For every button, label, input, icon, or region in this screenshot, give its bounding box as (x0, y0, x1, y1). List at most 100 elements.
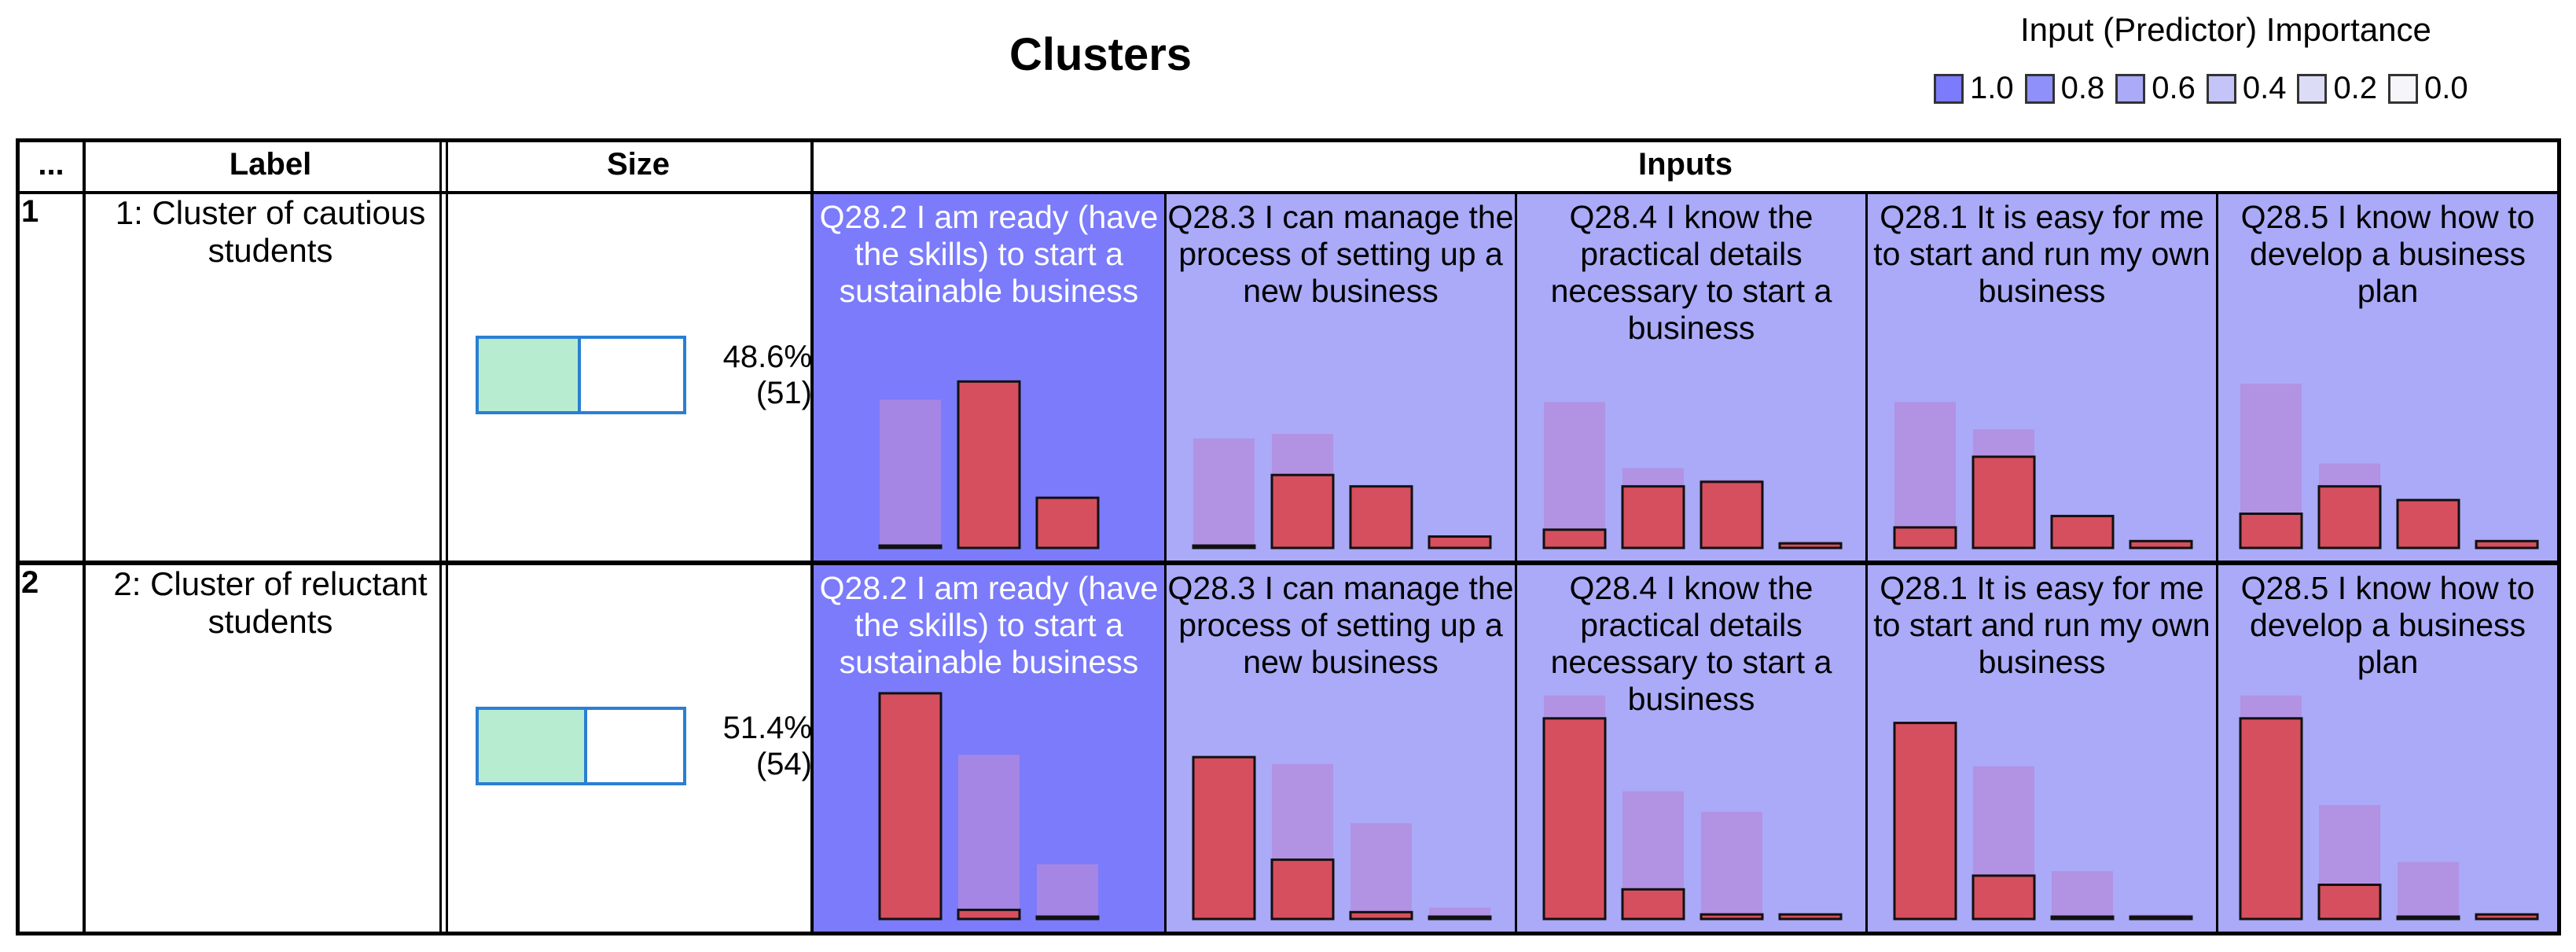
legend-item: 0.6 (2115, 71, 2196, 106)
header-label: Label (229, 147, 312, 182)
distribution-chart (2239, 695, 2539, 921)
grid-line (446, 142, 448, 932)
chart-title: Clusters (1009, 29, 1192, 80)
cluster-distribution-bar (1700, 913, 1764, 921)
overall-distribution-bar (958, 755, 1020, 919)
distribution-chart (1893, 722, 2193, 921)
cluster-distribution-bar (2475, 913, 2539, 921)
grid-line (439, 142, 442, 932)
cluster-id: 2 (21, 565, 39, 600)
input-label: Q28.4 I know the practical details neces… (1550, 570, 1832, 717)
distribution-chart (1192, 434, 1492, 550)
input-label: Q28.2 I am ready (have the skills) to st… (819, 570, 1159, 680)
size-bar (476, 336, 686, 414)
input-label: Q28.4 I know the practical details neces… (1550, 199, 1832, 346)
header-size: Size (606, 147, 671, 182)
input-distribution-cell: Q28.1 It is easy for me to start and run… (1865, 565, 2216, 932)
input-distribution-cell: Q28.1 It is easy for me to start and run… (1865, 194, 2216, 561)
distribution-chart (1542, 695, 1843, 921)
cluster-distribution-bar (1542, 528, 1607, 550)
overall-distribution-bar (1544, 402, 1605, 548)
overall-distribution-bar (1037, 864, 1098, 919)
cluster-distribution-bar (1972, 455, 2036, 550)
grid-line (20, 191, 2557, 194)
overall-distribution-bar (1350, 823, 1412, 919)
grid-line (810, 142, 814, 932)
cluster-id: 1 (21, 194, 39, 229)
overall-distribution-bar (1193, 438, 1255, 548)
size-label: 51.4% (54) (723, 710, 812, 782)
size-bar-fill (479, 339, 582, 411)
cluster-distribution-bar (1778, 542, 1843, 550)
input-distribution-cell: Q28.2 I am ready (have the skills) to st… (814, 565, 1164, 932)
input-distribution-cell: Q28.4 I know the practical details neces… (1515, 565, 1865, 932)
legend-swatch (1934, 73, 1964, 104)
cluster-distribution-bar (2396, 915, 2460, 921)
cluster-distribution-bar (1893, 526, 1957, 550)
header-id: ... (38, 147, 64, 182)
distribution-chart (1542, 402, 1843, 550)
distribution-chart (878, 380, 1100, 550)
overall-distribution-bar (2052, 871, 2113, 919)
grid-line (83, 142, 86, 932)
legend-items: 1.0 0.8 0.6 0.4 0.2 0.0 (1934, 71, 2479, 106)
cluster-distribution-bar (1542, 717, 1607, 921)
cluster-distribution-bar (1778, 913, 1843, 921)
cluster-distribution-bar (1621, 485, 1685, 550)
cluster-size-cell: 48.6% (51) (463, 194, 814, 561)
cluster-distribution-bar (2050, 915, 2115, 921)
input-label: Q28.2 I am ready (have the skills) to st… (819, 199, 1159, 309)
cluster-distribution-bar (1035, 496, 1100, 550)
legend-label: 0.4 (2242, 71, 2287, 105)
cluster-label: 1: Cluster of cautious students (115, 194, 426, 269)
cluster-distribution-bar (2475, 539, 2539, 550)
legend-title: Input (Predictor) Importance (2020, 11, 2431, 48)
legend-swatch (2297, 73, 2328, 104)
legend-item: 0.0 (2388, 71, 2468, 106)
input-distribution-cell: Q28.2 I am ready (have the skills) to st… (814, 194, 1164, 561)
legend-swatch (2388, 73, 2419, 104)
cluster-distribution-bar (1700, 480, 1764, 550)
legend-item: 0.4 (2206, 71, 2287, 106)
cluster-distribution-bar (2396, 498, 2460, 550)
input-label: Q28.5 I know how to develop a business p… (2240, 199, 2535, 309)
legend-item: 0.8 (2024, 71, 2105, 106)
cluster-distribution-bar (1349, 910, 1413, 921)
input-label: Q28.3 I can manage the process of settin… (1167, 199, 1514, 309)
legend-label: 0.2 (2333, 71, 2378, 105)
overall-distribution-bar (2398, 862, 2459, 919)
cluster-distribution-bar (2050, 514, 2115, 550)
input-label: Q28.1 It is easy for me to start and run… (1873, 199, 2210, 309)
grid-line (20, 561, 2557, 565)
legend-item: 1.0 (1934, 71, 2014, 106)
cluster-distribution-bar (2239, 717, 2303, 921)
input-label: Q28.3 I can manage the process of settin… (1167, 570, 1514, 680)
cluster-distribution-bar (1192, 755, 1256, 921)
legend-item: 0.2 (2297, 71, 2377, 106)
size-label: 48.6% (51) (723, 339, 812, 411)
cluster-distribution-bar (2129, 915, 2193, 921)
cluster-distribution-bar (2317, 884, 2382, 921)
cluster-label: 2: Cluster of reluctant students (113, 565, 428, 640)
input-distribution-cell: Q28.3 I can manage the process of settin… (1164, 194, 1515, 561)
cluster-distribution-bar (878, 692, 943, 921)
input-distribution-cell: Q28.5 I know how to develop a business p… (2216, 194, 2557, 561)
cluster-distribution-bar (1192, 544, 1256, 550)
size-percent: 51.4% (722, 711, 812, 745)
cluster-distribution-bar (2129, 539, 2193, 550)
cluster-distribution-bar (1270, 858, 1335, 921)
input-label: Q28.5 I know how to develop a business p… (2240, 570, 2535, 680)
size-bar-fill (479, 710, 587, 782)
cluster-grid: ... Label Size Inputs 1 1: Cluster of ca… (16, 138, 2561, 935)
cluster-distribution-bar (957, 908, 1021, 921)
overall-distribution-bar (880, 399, 941, 548)
legend-label: 0.8 (2060, 71, 2105, 105)
input-label: Q28.1 It is easy for me to start and run… (1873, 570, 2210, 680)
cluster-distribution-bar (1349, 485, 1413, 550)
input-distribution-cell: Q28.4 I know the practical details neces… (1515, 194, 1865, 561)
header-inputs: Inputs (1638, 147, 1733, 182)
cluster-distribution-bar (1972, 874, 2036, 921)
cluster-distribution-bar (2239, 513, 2303, 550)
cluster-distribution-bar (2317, 485, 2382, 550)
overall-distribution-bar (1701, 811, 1762, 919)
